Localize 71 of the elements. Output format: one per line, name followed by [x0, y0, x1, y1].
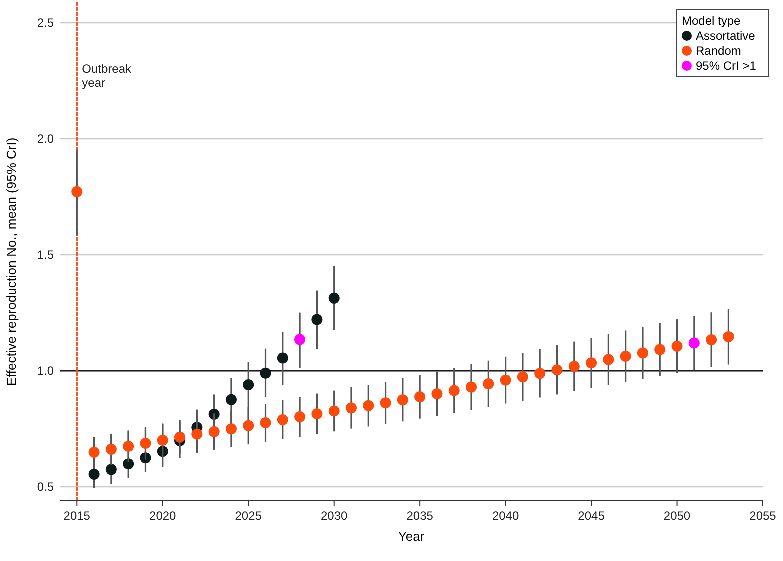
x-tick-label: 2015	[64, 509, 91, 523]
x-axis-title: Year	[398, 529, 426, 544]
point	[328, 406, 340, 417]
point	[688, 338, 700, 349]
point	[328, 292, 340, 304]
point	[586, 358, 598, 369]
point	[380, 398, 392, 409]
point	[500, 374, 512, 386]
point	[568, 361, 580, 372]
x-tick-label: 2020	[150, 509, 177, 523]
point	[483, 378, 494, 390]
point	[157, 434, 168, 446]
point	[72, 186, 83, 198]
point	[243, 379, 254, 390]
point	[672, 340, 683, 352]
point	[277, 352, 288, 364]
point	[123, 458, 134, 470]
y-tick-label: 1.0	[37, 364, 54, 378]
point	[534, 368, 546, 380]
point	[654, 344, 666, 356]
point	[637, 348, 648, 359]
point	[414, 392, 426, 403]
point	[346, 402, 357, 414]
point	[226, 424, 237, 435]
point	[260, 418, 272, 429]
x-tick-label: 2050	[664, 509, 691, 523]
point	[226, 394, 237, 406]
point	[140, 438, 152, 449]
point	[260, 368, 272, 379]
legend-label: 95% CrI >1	[696, 59, 757, 73]
point	[106, 464, 117, 476]
legend-label: Assortative	[696, 29, 756, 43]
ref-line-label: Outbreak year	[82, 62, 133, 90]
x-tick-label: 2025	[235, 509, 262, 523]
x-tick-label: 2040	[492, 509, 520, 523]
point	[448, 385, 460, 396]
y-tick-label: 1.5	[37, 248, 54, 262]
x-tick-label: 2035	[406, 509, 434, 523]
point	[706, 334, 718, 346]
point	[620, 350, 632, 362]
point	[312, 408, 323, 420]
x-tick-label: 2030	[320, 509, 348, 523]
point	[123, 440, 134, 452]
y-axis-title: Effective reproduction No., mean (95% CrI)	[4, 138, 19, 386]
point	[432, 388, 443, 400]
point	[603, 354, 614, 366]
point	[294, 412, 306, 422]
point	[208, 426, 220, 438]
x-tick-label: 2055	[750, 509, 777, 523]
point	[723, 331, 734, 342]
point	[88, 447, 100, 458]
y-tick-label: 2.5	[37, 16, 54, 30]
point	[363, 400, 374, 412]
legend-label: Random	[696, 44, 742, 58]
y-tick-label: 2.0	[37, 132, 54, 146]
point	[88, 469, 100, 480]
point	[208, 408, 220, 420]
point	[192, 428, 203, 440]
point	[277, 414, 288, 426]
point	[397, 394, 408, 406]
point	[312, 314, 323, 326]
x-tick-label: 2045	[578, 509, 606, 523]
point	[517, 372, 528, 383]
point	[552, 364, 563, 376]
legend-title: Model type	[682, 14, 742, 28]
point	[174, 432, 186, 443]
point	[294, 334, 306, 346]
point	[243, 420, 254, 432]
point	[106, 444, 117, 455]
y-tick-label: 0.5	[37, 480, 54, 494]
point	[466, 382, 478, 393]
